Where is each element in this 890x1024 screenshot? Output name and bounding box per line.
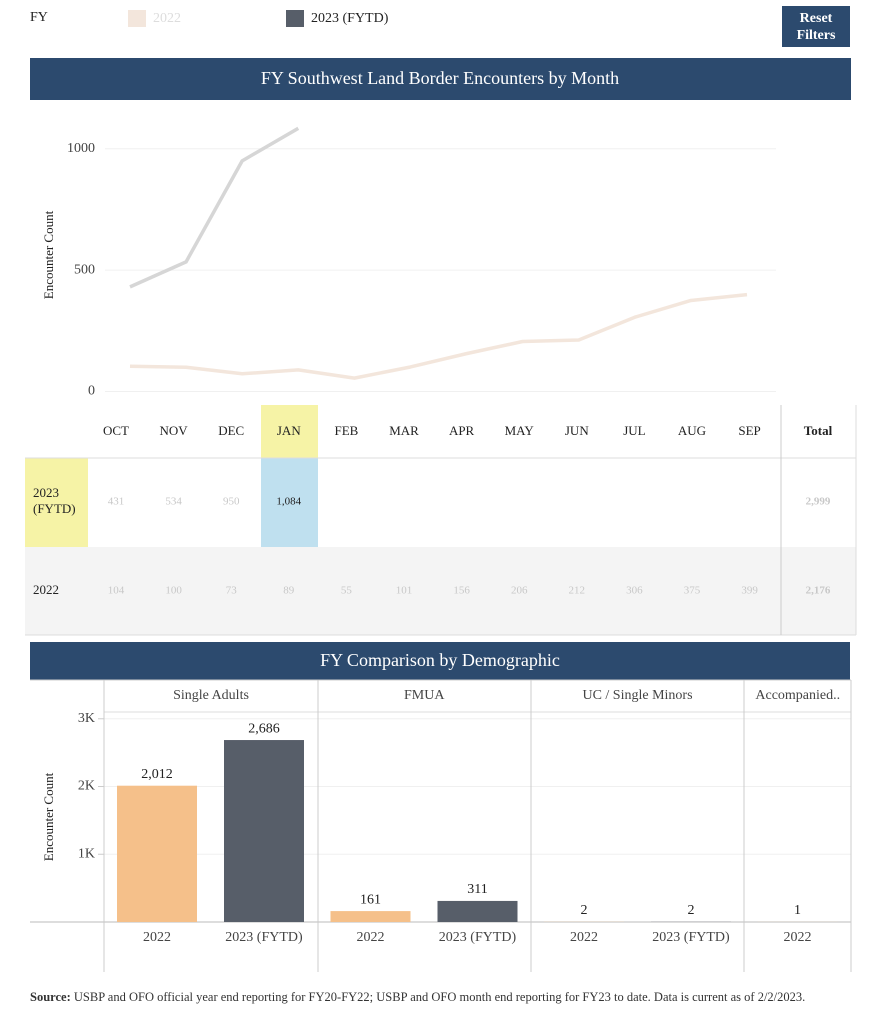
table-cell: 306: [626, 585, 643, 597]
column-header: MAY: [505, 423, 535, 438]
table-total: 2,176: [806, 585, 831, 597]
x-tick-label: 2022: [784, 930, 812, 945]
row-label: 2022: [33, 582, 59, 597]
chart-title: FY Comparison by Demographic: [320, 650, 560, 670]
column-header: AUG: [678, 423, 706, 438]
table-cell: 100: [165, 585, 182, 597]
x-tick-label: 2023 (FYTD): [439, 930, 517, 945]
title-bar: [30, 58, 851, 100]
table-cell: 104: [108, 585, 125, 597]
column-header: DEC: [218, 423, 244, 438]
column-header: JUN: [565, 423, 589, 438]
highlight-cell: [261, 405, 318, 458]
table-cell: 101: [396, 585, 413, 597]
title-bar: [30, 642, 850, 680]
chart-title: FY Southwest Land Border Encounters by M…: [261, 68, 619, 88]
panel-header: FMUA: [404, 688, 445, 703]
table-cell: 431: [108, 496, 125, 508]
reset-filters-button[interactable]: Reset Filters: [782, 6, 850, 47]
table-row-bg: [25, 547, 856, 635]
table-cell: 375: [684, 585, 701, 597]
highlight-cell: [25, 458, 88, 547]
line-series: [129, 292, 748, 380]
data-label: 311: [467, 882, 487, 897]
highlight-cell: [261, 458, 318, 547]
row-label: 2023 (FYTD): [33, 485, 76, 516]
table-cell: 55: [341, 585, 353, 597]
table-cell: 534: [165, 496, 182, 508]
filter-option[interactable]: 2023 (FYTD): [311, 11, 389, 26]
x-tick-label: 2023 (FYTD): [225, 930, 303, 945]
table-cell: 206: [511, 585, 528, 597]
data-label: 2,686: [248, 721, 280, 736]
bar: [117, 785, 197, 922]
bar: [437, 900, 518, 922]
table-cell: 950: [223, 496, 240, 508]
x-tick-label: 2022: [143, 930, 171, 945]
y-tick-label: 2K: [78, 779, 95, 794]
table-total: 2,999: [806, 496, 831, 508]
panel-header: Accompanied..: [755, 688, 840, 703]
table-cell: 212: [569, 585, 586, 597]
column-header: SEP: [738, 423, 760, 438]
column-header: NOV: [160, 423, 189, 438]
table-cell: 73: [226, 585, 238, 597]
column-header: MAR: [389, 423, 419, 438]
column-header: JAN: [277, 423, 301, 438]
filter-swatch[interactable]: [128, 10, 146, 27]
y-tick-label: 3K: [78, 711, 95, 726]
line-series: [129, 126, 300, 289]
x-tick-label: 2022: [570, 930, 598, 945]
table-cell: 399: [741, 585, 758, 597]
table-cell: 156: [453, 585, 470, 597]
data-label: 1: [794, 903, 801, 918]
data-label: 2: [581, 903, 588, 918]
data-label: 2,012: [141, 767, 173, 782]
table-cell: 89: [283, 585, 295, 597]
filter-option[interactable]: 2022: [153, 11, 181, 26]
source-note: Source: USBP and OFO official year end r…: [30, 988, 855, 1006]
y-tick-label: 0: [88, 384, 95, 399]
source-text: USBP and OFO official year end reporting…: [73, 990, 806, 1004]
bar: [224, 740, 304, 922]
x-tick-label: 2023 (FYTD): [652, 930, 730, 945]
panel-header: Single Adults: [173, 688, 249, 703]
bar: [330, 911, 411, 922]
panel-header: UC / Single Minors: [582, 688, 692, 703]
table-cell: 1,084: [276, 496, 301, 508]
data-label: 2: [688, 903, 695, 918]
column-header: APR: [449, 423, 475, 438]
data-label: 161: [360, 892, 381, 907]
y-axis-label: Encounter Count: [41, 772, 56, 861]
column-header: OCT: [103, 423, 129, 438]
column-header: FEB: [334, 423, 358, 438]
x-tick-label: 2022: [357, 930, 385, 945]
filter-label: FY: [30, 10, 48, 25]
y-tick-label: 1K: [78, 846, 95, 861]
filter-swatch[interactable]: [286, 10, 304, 27]
column-header: Total: [804, 423, 833, 438]
column-header: JUL: [623, 423, 645, 438]
y-axis-label: Encounter Count: [41, 210, 56, 299]
y-tick-label: 1000: [67, 141, 95, 156]
source-label: Source:: [30, 990, 71, 1004]
y-tick-label: 500: [74, 262, 95, 277]
